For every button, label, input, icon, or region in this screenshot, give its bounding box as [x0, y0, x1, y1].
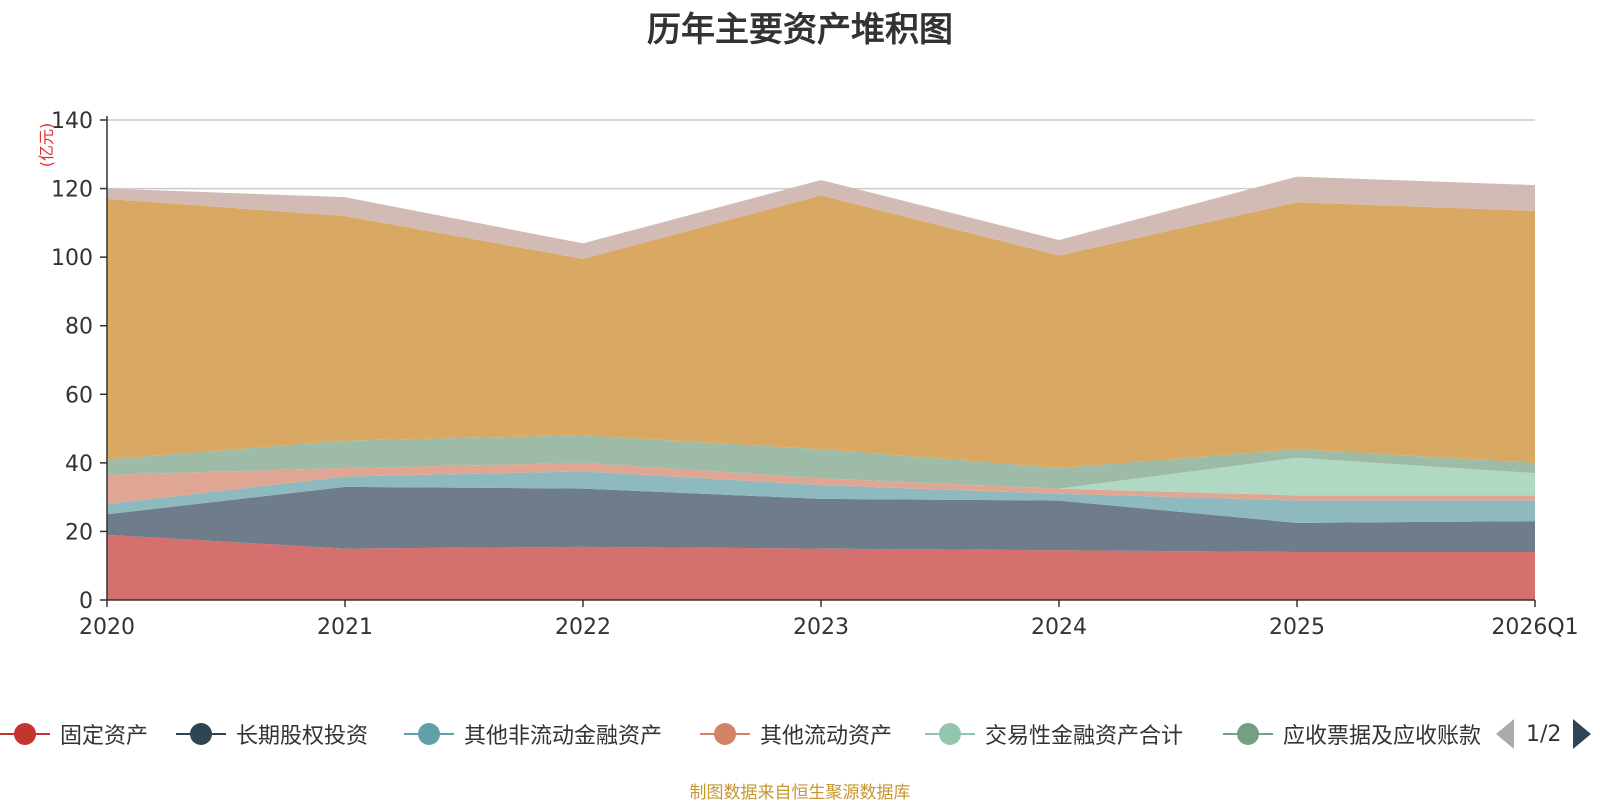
legend-item[interactable]: 其他非流动金融资产: [404, 716, 662, 752]
legend-next-arrow-icon[interactable]: [1573, 719, 1592, 749]
legend-item[interactable]: 其他流动资产: [700, 716, 892, 752]
y-tick-label: 80: [65, 315, 93, 340]
area-交易性金融资产合计: [107, 457, 1535, 496]
area-应收票据及应收账款: [107, 435, 1535, 489]
area-长期股权投资: [107, 486, 1535, 552]
legend-label: 固定资产: [60, 724, 149, 749]
x-tick-label: 2021: [317, 615, 373, 640]
x-tick-label: 2024: [1031, 615, 1087, 640]
area-存货: [107, 195, 1535, 468]
chart-title: 历年主要资产堆积图: [647, 10, 953, 50]
y-tick-label: 40: [65, 452, 93, 477]
legend-item[interactable]: 应收票据及应收账款: [1223, 716, 1480, 752]
y-tick-label: 0: [79, 589, 93, 614]
stacked-area-chart: 0 20 40 60 80 100 120 140 2020 2021 2022 2023 2024 20…: [37, 109, 1579, 640]
area-固定资产: [107, 534, 1535, 600]
legend-marker-icon: [925, 720, 975, 748]
y-tick-label: 120: [51, 178, 93, 203]
legend: 固定资产 长期股权投资 其他非流动金融资产 其他流动资产 交易性金融资产合计 应收票据及应…: [0, 716, 1480, 752]
x-tick-label: 2022: [555, 615, 611, 640]
legend-label: 其他流动资产: [760, 724, 893, 749]
y-tick-label: 20: [65, 520, 93, 545]
legend-page-indicator: 1/2: [1526, 721, 1562, 747]
legend-label: 交易性金融资产合计: [985, 724, 1184, 749]
x-tick-label: 2020: [79, 615, 135, 640]
y-tick-label: 100: [51, 246, 93, 271]
source-note: 制图数据来自恒生聚源数据库: [689, 783, 911, 803]
legend-label: 其他非流动金融资产: [464, 724, 663, 749]
legend-item[interactable]: 交易性金融资产合计: [925, 716, 1183, 752]
legend-marker-icon: [1223, 720, 1273, 748]
area-其他流动资产: [107, 462, 1535, 504]
legend-marker-icon: [404, 720, 454, 748]
unit-label: (亿元): [37, 123, 56, 168]
legend-item[interactable]: 固定资产: [0, 716, 148, 752]
legend-pager: 1/2: [1496, 714, 1592, 754]
y-tick-label: 60: [65, 383, 93, 408]
x-tick-label: 2023: [793, 615, 849, 640]
x-tick-label: 2025: [1269, 615, 1325, 640]
legend-label: 应收票据及应收账款: [1283, 724, 1480, 749]
x-tick-label: 2026Q1: [1491, 615, 1578, 640]
legend-prev-arrow-icon[interactable]: [1496, 719, 1514, 749]
area-其他非流动金融资产: [107, 471, 1535, 523]
legend-marker-icon: [700, 720, 750, 748]
area-货币资金: [107, 176, 1535, 259]
legend-marker-icon: [0, 720, 50, 748]
legend-marker-icon: [176, 720, 226, 748]
legend-label: 长期股权投资: [236, 724, 369, 749]
y-tick-label: 140: [51, 109, 93, 134]
legend-item[interactable]: 长期股权投资: [176, 716, 368, 752]
